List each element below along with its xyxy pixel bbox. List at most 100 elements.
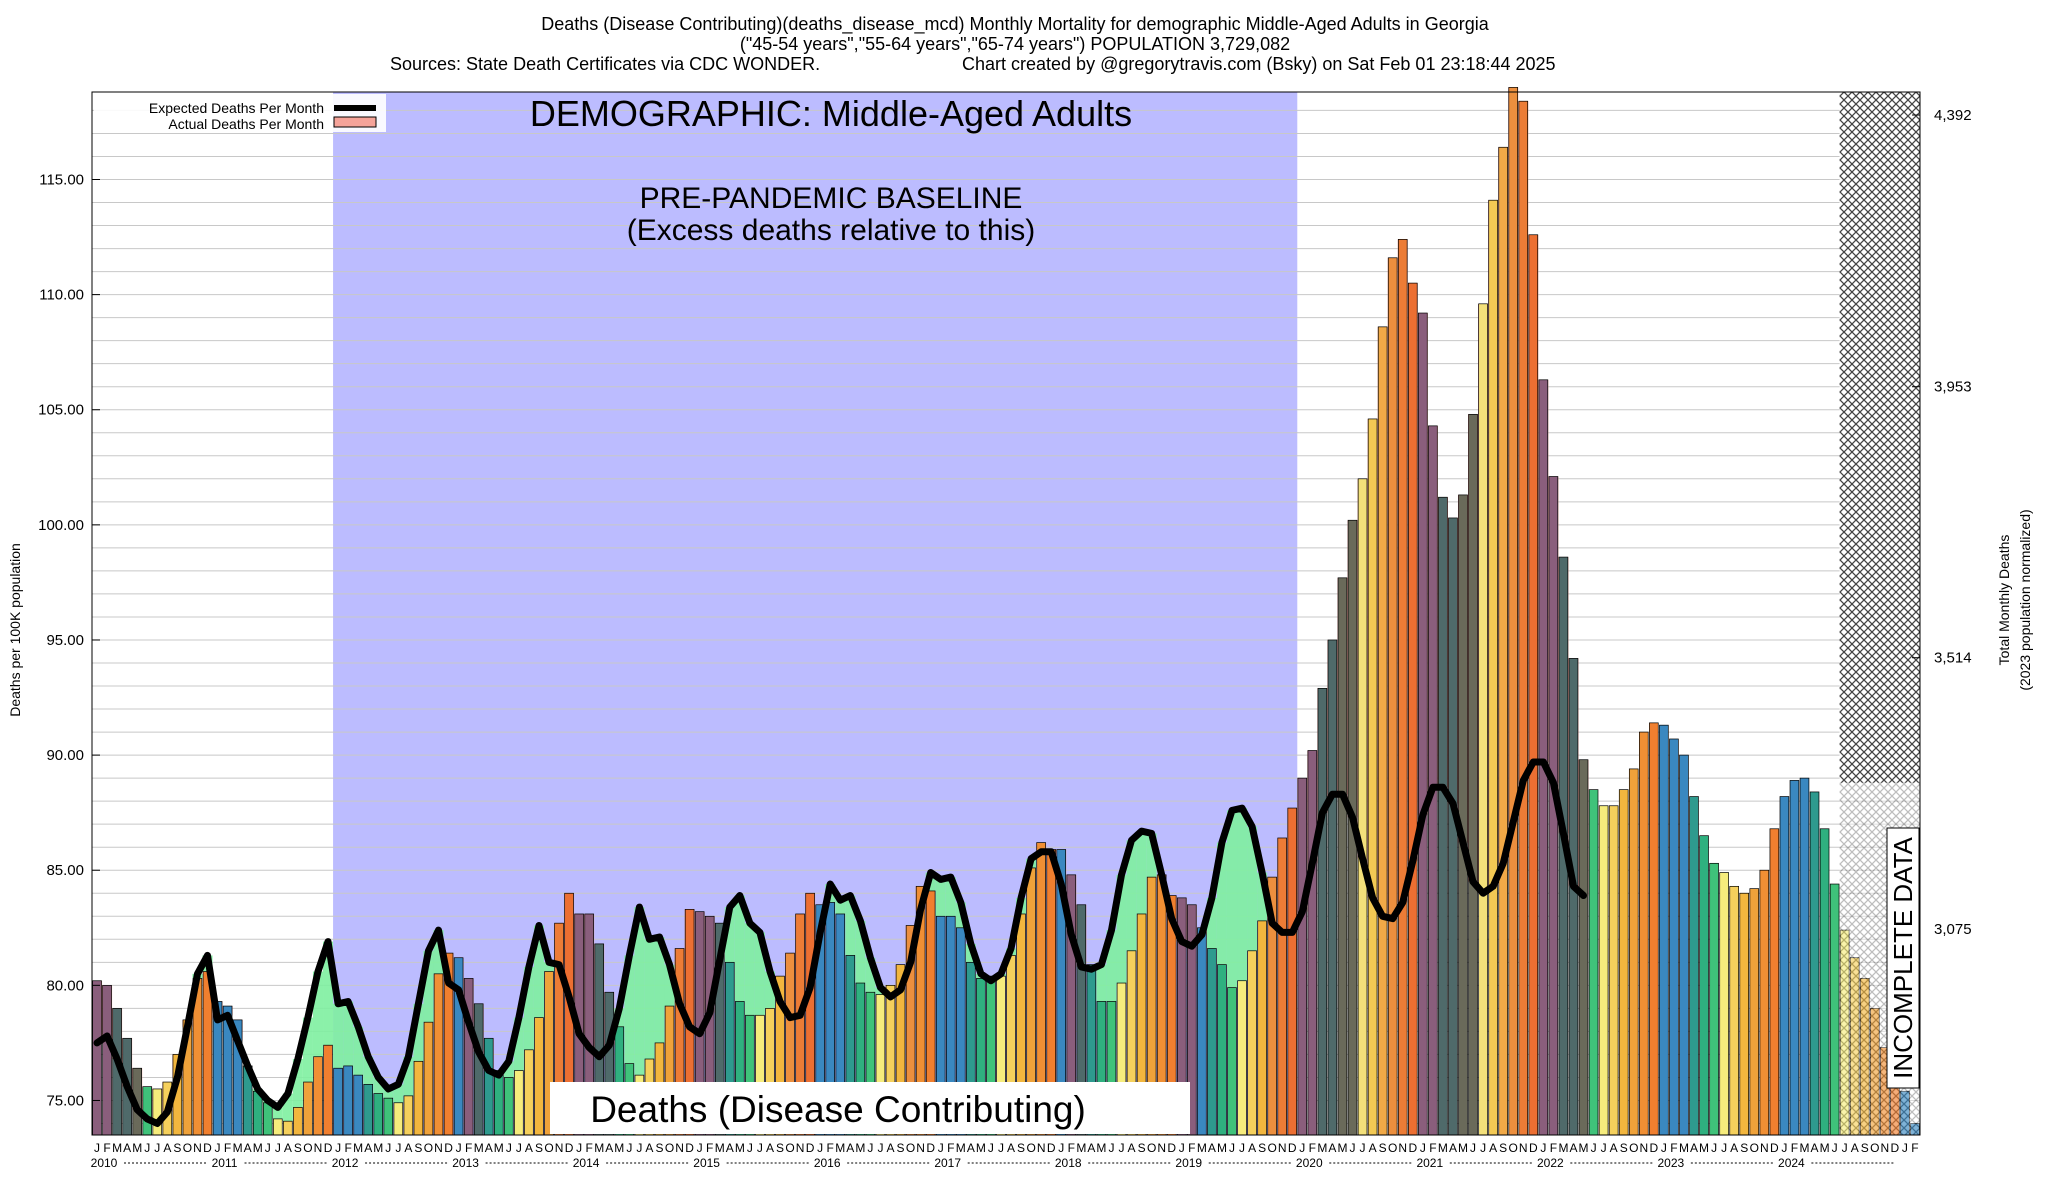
month-label: J <box>144 1141 150 1155</box>
gap-fill <box>624 955 635 1064</box>
month-label: M <box>976 1141 986 1155</box>
month-label: D <box>1408 1141 1417 1155</box>
month-label: D <box>806 1141 815 1155</box>
month-label: N <box>675 1141 684 1155</box>
bar <box>1247 950 1257 1136</box>
bar <box>1418 312 1428 1136</box>
month-label: M <box>253 1141 263 1155</box>
bar <box>1819 828 1830 1136</box>
year-label: 2013 <box>452 1156 479 1170</box>
month-label: J <box>1299 1141 1305 1155</box>
axes: 75.00 80.00 85.00 90.00 95.00 100.00 105.00 110… <box>38 91 1972 1170</box>
month-label: F <box>1911 1141 1918 1155</box>
month-label: J <box>757 1141 763 1155</box>
bar <box>1578 759 1589 1136</box>
gap-fill <box>935 879 946 917</box>
year-label: 2022 <box>1537 1156 1564 1170</box>
gap-fill <box>373 1077 384 1094</box>
year-label: 2021 <box>1416 1156 1443 1170</box>
month-label: N <box>1398 1141 1407 1155</box>
bar <box>1287 807 1298 1136</box>
month-label: J <box>1119 1141 1125 1155</box>
month-label: J <box>576 1141 582 1155</box>
bar <box>403 1095 414 1136</box>
y-tick-label: 110.00 <box>39 287 84 304</box>
month-label: D <box>565 1141 574 1155</box>
month-label: O <box>424 1141 433 1155</box>
y-tick-label: 90.00 <box>46 747 84 764</box>
month-label: J <box>867 1141 873 1155</box>
month-label: N <box>1157 1141 1166 1155</box>
right-axis-title: Total Monthly Deaths <box>1996 535 2012 666</box>
bar <box>1377 326 1388 1136</box>
bar <box>1438 496 1448 1136</box>
month-label: J <box>747 1141 753 1155</box>
month-label: M <box>715 1141 725 1155</box>
gap-fill <box>312 971 324 1057</box>
month-label: J <box>697 1141 703 1155</box>
gap-fill <box>1096 964 1107 1002</box>
bar <box>1387 257 1398 1136</box>
expected-line <box>93 758 1587 1127</box>
month-label: A <box>485 1141 493 1155</box>
bar <box>1759 869 1770 1136</box>
bar <box>494 1070 504 1136</box>
month-label: A <box>1128 1141 1136 1155</box>
baseline-label: PRE-PANDEMIC BASELINE <box>640 182 1023 215</box>
bar <box>1468 413 1478 1136</box>
month-label: A <box>1087 1141 1095 1155</box>
right-y-tick-label: 3,953 <box>1934 379 1972 396</box>
gap-fill <box>282 1093 293 1122</box>
gap-fill <box>323 941 334 1046</box>
gap-fill <box>1136 831 1147 914</box>
bar <box>1618 789 1629 1136</box>
month-label: S <box>897 1141 905 1155</box>
bar <box>1699 835 1709 1136</box>
month-label: D <box>324 1141 333 1155</box>
bar <box>1598 805 1609 1136</box>
plot-border <box>91 91 1921 1136</box>
y-tick-label: 115.00 <box>39 171 84 188</box>
bar <box>1257 920 1267 1136</box>
gap-fill <box>724 907 735 963</box>
month-label: A <box>404 1141 412 1155</box>
right-y-tick-label: 4,392 <box>1934 107 1972 124</box>
month-label: A <box>123 1141 131 1155</box>
gap-fill <box>865 957 876 993</box>
bar <box>1568 658 1579 1136</box>
bar <box>1689 796 1699 1136</box>
year-label: 2018 <box>1055 1156 1082 1170</box>
month-label: M <box>1820 1141 1830 1155</box>
gap-fill <box>734 895 745 1002</box>
chart-sources: Sources: State Death Certificates via CD… <box>390 54 820 74</box>
month-label: A <box>1369 1141 1377 1155</box>
incomplete-label-box: INCOMPLETE DATA <box>1886 827 1920 1089</box>
bar <box>504 1077 514 1136</box>
month-label: M <box>614 1141 624 1155</box>
month-label: J <box>506 1141 512 1155</box>
month-label: D <box>444 1141 453 1155</box>
month-label: J <box>938 1141 944 1155</box>
bar <box>1277 837 1287 1136</box>
month-label: N <box>1519 1141 1528 1155</box>
gap-fill <box>423 950 434 1023</box>
gap-fill <box>533 925 544 1018</box>
month-label: O <box>303 1141 312 1155</box>
month-label: A <box>1489 1141 1497 1155</box>
month-label: M <box>835 1141 845 1155</box>
incomplete-label: INCOMPLETE DATA <box>1888 836 1918 1078</box>
month-label: D <box>1288 1141 1297 1155</box>
bar <box>273 1118 283 1136</box>
bar <box>373 1093 384 1136</box>
bar <box>1408 282 1418 1136</box>
month-label: F <box>1309 1141 1316 1155</box>
bar <box>152 1088 163 1136</box>
year-label: 2017 <box>934 1156 961 1170</box>
month-label: J <box>1480 1141 1486 1155</box>
gap-fill <box>523 966 534 1050</box>
month-label: N <box>1278 1141 1287 1155</box>
bar <box>1679 754 1689 1136</box>
bar <box>1779 796 1790 1136</box>
bar <box>1488 199 1498 1136</box>
bar <box>1809 791 1820 1136</box>
